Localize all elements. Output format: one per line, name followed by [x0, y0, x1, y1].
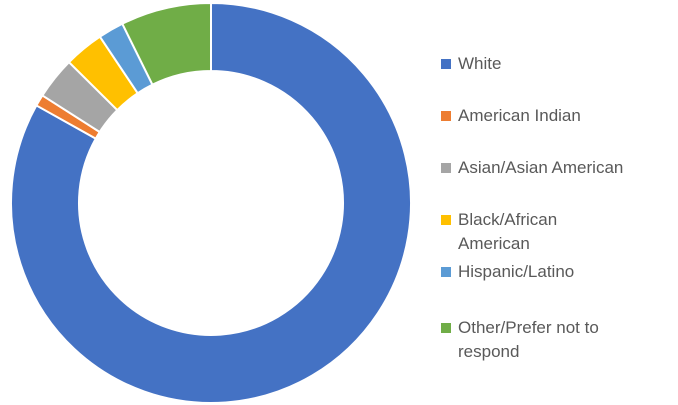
- legend-label: Asian/Asian American: [458, 158, 624, 177]
- legend-item-white: White: [441, 52, 673, 76]
- legend-item-hispanic-latino: Hispanic/Latino: [441, 260, 673, 284]
- legend-label: American Indian: [458, 106, 581, 125]
- donut-chart-svg: [10, 2, 412, 404]
- legend-swatch: [441, 59, 451, 69]
- slice-other-prefer-not-to-respond: [121, 2, 212, 86]
- legend-item-other-prefer-not-to-respond: Other/Prefer not to respond: [441, 316, 673, 364]
- legend-item-black-african-american: Black/African American: [441, 208, 673, 256]
- legend-label: Other/Prefer not to respond: [458, 318, 599, 361]
- legend-label: Hispanic/Latino: [458, 262, 575, 281]
- legend-swatch: [441, 111, 451, 121]
- legend-item-american-indian: American Indian: [441, 104, 673, 128]
- slice-white: [10, 2, 412, 404]
- legend-swatch: [441, 215, 451, 225]
- legend-item-asian-asian-american: Asian/Asian American: [441, 156, 673, 180]
- legend-swatch: [441, 163, 451, 173]
- legend-swatch: [441, 267, 451, 277]
- legend-label: White: [458, 54, 502, 73]
- legend-label: Black/African American: [458, 210, 558, 253]
- legend-swatch: [441, 323, 451, 333]
